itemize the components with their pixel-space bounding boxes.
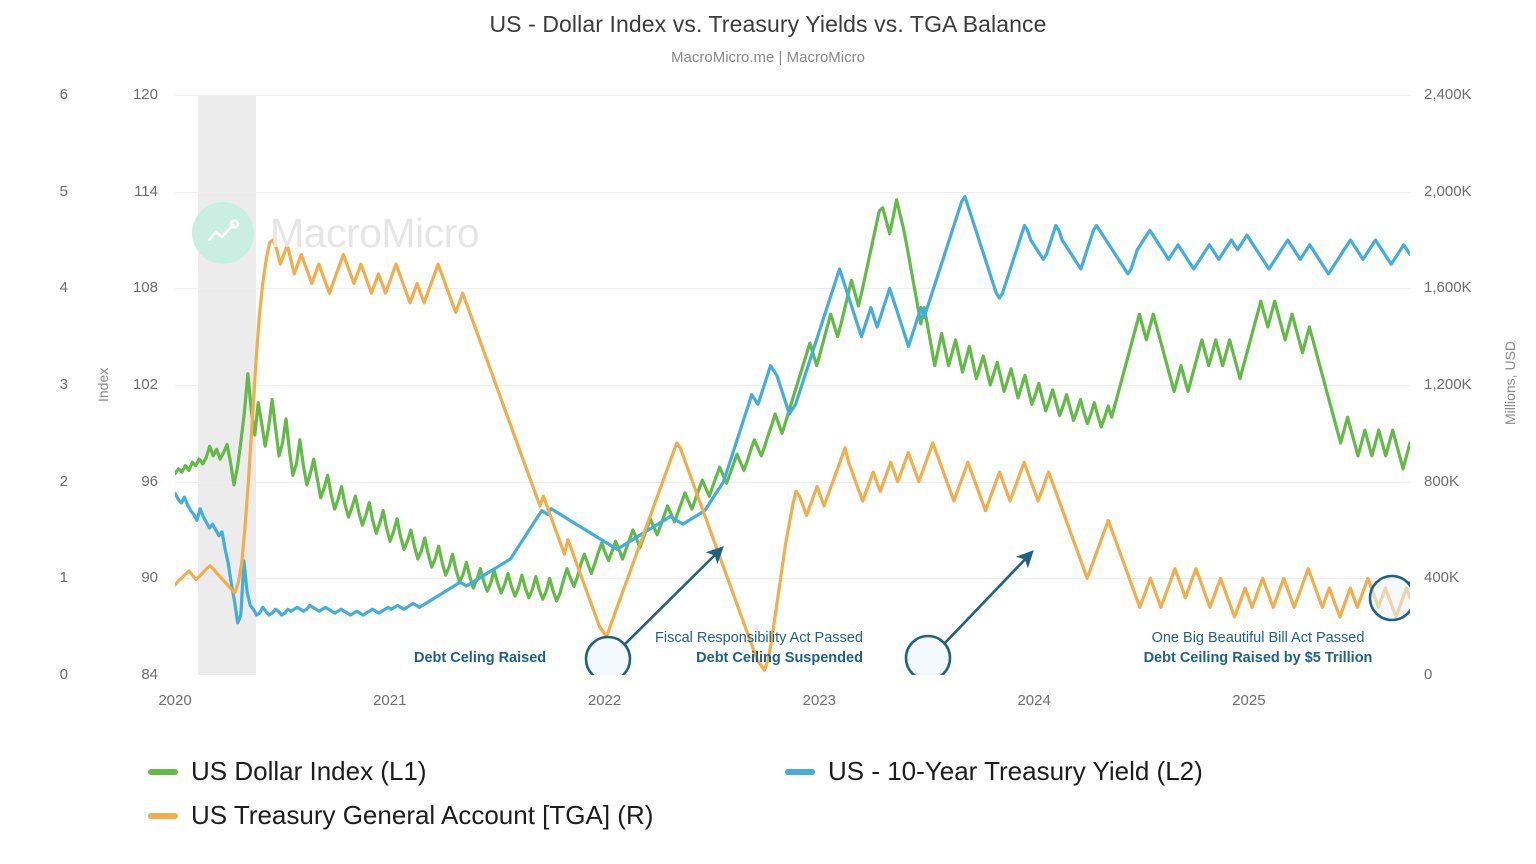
series-line	[175, 194, 1410, 625]
legend-swatch-icon	[148, 812, 178, 819]
left-axis-1-tick-label: 6	[59, 86, 68, 103]
page-title: US - Dollar Index vs. Treasury Yields vs…	[489, 11, 1047, 37]
plot-area[interactable]	[175, 95, 1410, 675]
left-axis-1-tick-label: 4	[59, 279, 68, 296]
right-axis-tick-label: 400K	[1424, 569, 1460, 586]
annotation-line-2: Debt Celing Raised	[414, 650, 547, 666]
legend-item-label: US Treasury General Account [TGA] (R)	[191, 800, 654, 830]
annotation-line-1: Fiscal Responsibility Act Passed	[655, 630, 863, 646]
annotation-arrow	[1407, 580, 1410, 586]
annotation-fiscal-responsibility-act: Fiscal Responsibility Act Passed Debt Ce…	[655, 628, 863, 668]
plot-svg	[175, 95, 1410, 675]
annotation-circle-marker	[584, 635, 632, 675]
left-axis-2-tick-label: 84	[141, 666, 158, 683]
legend-item-10-year-treasury-yield[interactable]: US - 10-Year Treasury Yield (L2)	[785, 756, 1203, 787]
right-axis-tick-label: 2,000K	[1424, 183, 1472, 200]
x-axis-tick-label: 2020	[158, 692, 192, 709]
x-axis-tick-label: 2021	[373, 692, 407, 709]
left-axis-2-tick-label: 120	[132, 86, 158, 103]
left-axis-2-tick-label: 108	[132, 279, 158, 296]
right-axis-tick-label: 2,400K	[1424, 86, 1472, 103]
left-axis-2-tick-label: 102	[132, 376, 158, 393]
x-axis-ticks: 2020 2021 2022 2023 2024 2025	[158, 692, 1410, 722]
x-axis-tick-label: 2023	[802, 692, 837, 709]
legend: US Dollar Index (L1) US - 10-Year Treasu…	[148, 748, 1388, 848]
left-axis-1-tick-label: 3	[59, 376, 68, 393]
x-axis-tick-label: 2025	[1232, 692, 1266, 709]
right-axis-tick-label: 0	[1424, 666, 1433, 683]
left-axis-2-tick-label: 96	[141, 473, 158, 490]
legend-item-us-dollar-index[interactable]: US Dollar Index (L1)	[148, 756, 427, 787]
left-axis-1-tick-label: 1	[59, 569, 68, 586]
legend-swatch-icon	[785, 768, 815, 775]
annotation-line-2: Debt Ceiling Suspended	[696, 650, 863, 666]
annotation-line-1: One Big Beautiful Bill Act Passed	[1151, 630, 1365, 646]
left-axis-1-tick-label: 5	[59, 183, 68, 200]
gridlines-layer	[175, 95, 1410, 579]
annotation-line-2: Debt Ceiling Raised by $5 Trillion	[1143, 650, 1373, 666]
legend-item-label: US - 10-Year Treasury Yield (L2)	[828, 756, 1203, 786]
left-axis-1-tick-label: 2	[59, 473, 68, 490]
x-axis-tick-label: 2024	[1017, 692, 1051, 709]
annotation-arrow	[943, 550, 1034, 645]
legend-swatch-icon	[148, 768, 178, 775]
left-axis-1-tick-label: 0	[59, 666, 68, 683]
right-axis-tick-label: 1,600K	[1424, 279, 1472, 296]
left-axis-1-ticks: 0 1 2 3 4 5 6	[22, 86, 68, 683]
series-line	[175, 238, 1410, 672]
annotation-one-big-beautiful-bill: One Big Beautiful Bill Act Passed Debt C…	[1138, 628, 1378, 668]
legend-item-tga[interactable]: US Treasury General Account [TGA] (R)	[148, 800, 653, 831]
annotation-circle-marker	[904, 634, 952, 675]
series-line	[175, 198, 1410, 603]
x-axis-tick-label: 2022	[587, 692, 622, 709]
right-axis-tick-label: 1,200K	[1424, 376, 1472, 393]
series-layer	[175, 194, 1410, 672]
legend-item-label: US Dollar Index (L1)	[191, 756, 427, 786]
right-axis-tick-label: 800K	[1424, 473, 1460, 490]
annotation-arrow	[623, 546, 724, 646]
right-axis-ticks: 0 400K 800K 1,200K 1,600K 2,000K 2,400K	[1424, 86, 1514, 683]
chart-source-subtitle: MacroMicro.me | MacroMicro	[671, 49, 865, 66]
left-axis-1-title: Percent	[0, 336, 2, 385]
annotation-markers-layer	[584, 574, 1410, 675]
left-axis-2-tick-label: 90	[141, 569, 158, 586]
annotation-debt-ceiling-raised: Debt Celing Raised	[414, 648, 546, 668]
left-axis-2-ticks: 84 90 96 102 108 114 120	[100, 86, 158, 683]
left-axis-2-tick-label: 114	[134, 183, 158, 200]
annotation-arrows-layer	[623, 546, 1410, 646]
annotation-circle-marker	[1368, 574, 1410, 622]
